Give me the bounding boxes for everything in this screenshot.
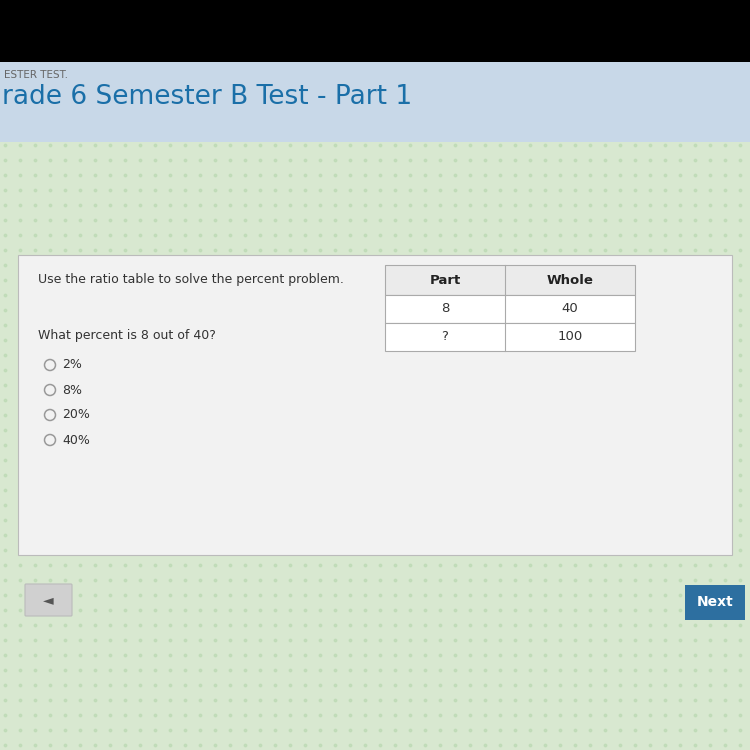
FancyBboxPatch shape — [0, 0, 750, 62]
FancyBboxPatch shape — [0, 142, 750, 750]
Text: 40%: 40% — [62, 433, 90, 446]
Text: Next: Next — [697, 596, 734, 610]
FancyBboxPatch shape — [385, 265, 635, 295]
FancyBboxPatch shape — [18, 255, 732, 555]
Text: Part: Part — [429, 274, 460, 286]
Text: 2%: 2% — [62, 358, 82, 371]
Text: 8: 8 — [441, 302, 449, 316]
Text: ESTER TEST.: ESTER TEST. — [4, 70, 68, 80]
Text: What percent is 8 out of 40?: What percent is 8 out of 40? — [38, 328, 216, 341]
Text: 40: 40 — [562, 302, 578, 316]
FancyBboxPatch shape — [0, 62, 750, 142]
FancyBboxPatch shape — [385, 295, 635, 323]
FancyBboxPatch shape — [25, 584, 72, 616]
Text: 8%: 8% — [62, 383, 82, 397]
Text: 100: 100 — [557, 331, 583, 344]
Text: Whole: Whole — [547, 274, 593, 286]
Text: ◄: ◄ — [43, 593, 53, 607]
Text: Use the ratio table to solve the percent problem.: Use the ratio table to solve the percent… — [38, 274, 344, 286]
Text: rade 6 Semester B Test - Part 1: rade 6 Semester B Test - Part 1 — [2, 84, 413, 110]
Text: ?: ? — [442, 331, 448, 344]
FancyBboxPatch shape — [685, 585, 745, 620]
FancyBboxPatch shape — [385, 323, 635, 351]
Text: 20%: 20% — [62, 409, 90, 422]
